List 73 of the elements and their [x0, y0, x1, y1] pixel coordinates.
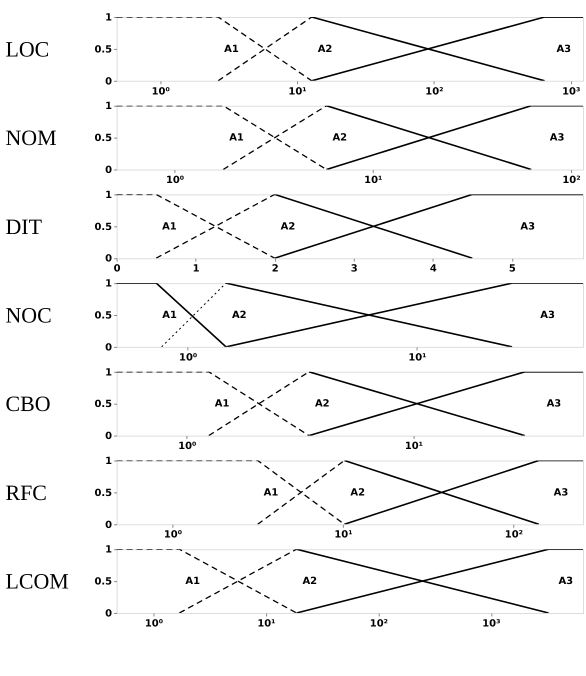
- annotation: A3: [546, 398, 562, 410]
- x-tick-label: 10²: [504, 530, 524, 541]
- y-tick-label: 0: [105, 164, 112, 176]
- annotation: A2: [350, 487, 366, 498]
- annotation: A1: [229, 132, 244, 144]
- annotation: A2: [280, 221, 296, 232]
- y-tick-label: 0.5: [94, 310, 112, 322]
- annotation: A1: [264, 487, 278, 498]
- x-tick-label: 2: [272, 264, 279, 275]
- y-tick-label: 0.5: [94, 488, 112, 499]
- x-tick-label: 10⁰: [144, 618, 164, 630]
- x-tick-label: 10¹: [404, 441, 424, 452]
- annotation: A2: [314, 398, 330, 410]
- annotation: A2: [302, 576, 318, 588]
- y-tick-label: 0: [105, 608, 112, 620]
- x-tick-label: 3: [350, 264, 358, 275]
- x-tick-label: 10⁰: [164, 530, 182, 541]
- y-tick-label: 0: [105, 520, 112, 531]
- annotation: A3: [554, 487, 568, 498]
- annotation: A1: [214, 398, 230, 410]
- y-tick-label: 0.5: [94, 44, 112, 56]
- y-tick-label: 1: [105, 101, 112, 112]
- x-tick-label: 0: [114, 264, 121, 275]
- y-axis-title: NOC: [5, 302, 52, 328]
- y-tick-label: 1: [105, 367, 112, 378]
- x-tick-label: 10¹: [364, 174, 382, 186]
- x-tick-label: 1: [192, 264, 200, 275]
- x-tick-label: 10¹: [408, 352, 427, 364]
- annotation: A2: [332, 132, 348, 144]
- annotation: A3: [540, 310, 555, 321]
- y-axis-title: CBO: [5, 391, 51, 416]
- x-tick-label: 10²: [562, 174, 581, 186]
- x-tick-label: 10⁰: [152, 86, 170, 98]
- x-tick-label: 10⁰: [166, 174, 184, 186]
- y-tick-label: 1: [105, 278, 112, 290]
- y-axis-title: DIT: [5, 214, 43, 239]
- y-axis-title: LOC: [5, 36, 50, 62]
- annotation: A3: [556, 44, 572, 55]
- y-axis-title: NOM: [5, 125, 57, 150]
- y-tick-label: 0: [105, 431, 112, 442]
- y-tick-label: 1: [105, 544, 112, 556]
- x-tick-label: 10¹: [257, 618, 276, 630]
- x-tick-label: 10¹: [334, 530, 353, 541]
- annotation: A3: [558, 576, 574, 588]
- y-axis-title: RFC: [5, 480, 47, 505]
- annotation: A1: [162, 310, 177, 321]
- x-tick-label: 10²: [370, 618, 388, 630]
- annotation: A1: [224, 44, 239, 55]
- annotation: A3: [520, 221, 536, 232]
- y-tick-label: 1: [105, 190, 112, 201]
- y-tick-label: 0: [105, 76, 112, 88]
- y-tick-label: 0.5: [94, 576, 112, 588]
- y-tick-label: 0.5: [94, 399, 112, 410]
- y-tick-label: 0: [105, 254, 112, 265]
- x-tick-label: 10²: [425, 86, 444, 98]
- x-tick-label: 10⁰: [178, 441, 196, 452]
- x-tick-label: 5: [508, 264, 516, 275]
- y-tick-label: 1: [105, 12, 112, 24]
- x-tick-label: 4: [430, 264, 437, 275]
- y-tick-label: 0.5: [94, 133, 112, 144]
- annotation: A1: [185, 576, 200, 588]
- annotation: A3: [550, 132, 564, 144]
- annotation: A2: [318, 44, 332, 55]
- annotation: A2: [232, 310, 247, 321]
- annotation: A1: [162, 221, 177, 232]
- y-tick-label: 1: [105, 456, 112, 467]
- x-tick-label: 10⁰: [179, 352, 198, 364]
- x-tick-label: 10³: [562, 86, 580, 98]
- y-axis-title: LCOM: [5, 568, 69, 594]
- y-tick-label: 0: [105, 342, 112, 354]
- x-tick-label: 10³: [482, 618, 500, 630]
- x-tick-label: 10¹: [288, 86, 307, 98]
- y-tick-label: 0.5: [94, 222, 112, 233]
